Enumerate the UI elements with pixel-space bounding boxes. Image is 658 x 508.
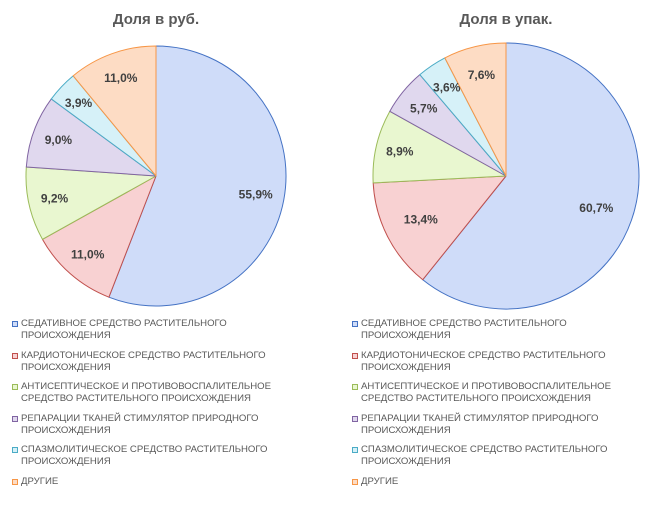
data-label-sedative: 55,9% xyxy=(239,188,273,202)
pie-slice-sedative[interactable] xyxy=(108,45,287,307)
legend-label: РЕПАРАЦИИ ТКАНЕЙ СТИМУЛЯТОР ПРИРОДНОГО П… xyxy=(21,412,259,436)
legend-item-spasmolytic[interactable]: СПАЗМОЛИТИЧЕСКОЕ СРЕДСТВО РАСТИТЕЛЬНОГО … xyxy=(352,444,652,476)
data-label-spasmolytic: 3,9% xyxy=(65,96,93,110)
pie-pack: 60,7% 13,4% 8,9% 5,7% 3,6% 7,6% xyxy=(372,42,640,310)
data-label-spasmolytic: 3,6% xyxy=(433,81,461,95)
chart-title-rub: Доля в руб. xyxy=(113,11,199,28)
legend-item-antiseptic[interactable]: АНТИСЕПТИЧЕСКОЕ И ПРОТИВОВОСПАЛИТЕЛЬНОЕ … xyxy=(12,381,312,413)
legend-swatch xyxy=(352,478,358,485)
legend-label: СПАЗМОЛИТИЧЕСКОЕ СРЕДСТВО РАСТИТЕЛЬНОГО … xyxy=(21,444,268,467)
legend-item-other[interactable]: ДРУГИЕ xyxy=(352,476,652,508)
pie-slice-other[interactable] xyxy=(72,45,157,177)
legend-swatch xyxy=(12,352,18,359)
legend-label: АНТИСЕПТИЧЕСКОЕ И ПРОТИВОВОСПАЛИТЕЛЬНОЕ … xyxy=(21,381,272,404)
legend-swatch xyxy=(352,352,358,359)
legend-label: СЕДАТИВНОЕ СРЕДСТВО РАСТИТЕЛЬНОГО ПРОИСХ… xyxy=(21,318,227,341)
legend-item-antiseptic[interactable]: АНТИСЕПТИЧЕСКОЕ И ПРОТИВОВОСПАЛИТЕЛЬНОЕ … xyxy=(352,381,652,413)
pie-rub: 55,9% 11,0% 9,2% 9,0% 3,9% 11,0% xyxy=(25,45,287,307)
chart-title-pack: Доля в упак. xyxy=(460,11,553,28)
legend-swatch xyxy=(352,447,358,453)
legend-item-reparation[interactable]: РЕПАРАЦИИ ТКАНЕЙ СТИМУЛЯТОР ПРИРОДНОГО П… xyxy=(352,413,652,445)
pie-slice-other[interactable] xyxy=(444,42,507,177)
legend-label: КАРДИОТОНИЧЕСКОЕ СРЕДСТВО РАСТИТЕЛЬНОГО … xyxy=(361,349,606,373)
legend-rub: СЕДАТИВНОЕ СРЕДСТВО РАСТИТЕЛЬНОГО ПРОИСХ… xyxy=(12,318,312,507)
legend-swatch xyxy=(12,447,18,453)
data-label-antiseptic: 8,9% xyxy=(386,144,414,158)
legend-swatch xyxy=(352,415,358,422)
data-label-other: 11,0% xyxy=(104,71,138,85)
legend-label: РЕПАРАЦИИ ТКАНЕЙ СТИМУЛЯТОР ПРИРОДНОГО П… xyxy=(361,412,599,436)
legend-item-spasmolytic[interactable]: СПАЗМОЛИТИЧЕСКОЕ СРЕДСТВО РАСТИТЕЛЬНОГО … xyxy=(12,444,312,476)
legend-item-reparation[interactable]: РЕПАРАЦИИ ТКАНЕЙ СТИМУЛЯТОР ПРИРОДНОГО П… xyxy=(12,413,312,445)
legend-label: ДРУГИЕ xyxy=(21,475,59,487)
legend-swatch xyxy=(12,321,18,327)
legend-swatch xyxy=(12,478,18,485)
legend-label: КАРДИОТОНИЧЕСКОЕ СРЕДСТВО РАСТИТЕЛЬНОГО … xyxy=(21,349,266,373)
pie-slice-cardiotonic[interactable] xyxy=(372,175,507,281)
data-label-cardiotonic: 13,4% xyxy=(404,213,438,227)
data-label-cardiotonic: 11,0% xyxy=(71,247,105,261)
legend-label: СЕДАТИВНОЕ СРЕДСТВО РАСТИТЕЛЬНОГО ПРОИСХ… xyxy=(361,318,567,341)
legend-swatch xyxy=(12,415,18,422)
legend-label: СПАЗМОЛИТИЧЕСКОЕ СРЕДСТВО РАСТИТЕЛЬНОГО … xyxy=(361,444,608,467)
legend-item-cardiotonic[interactable]: КАРДИОТОНИЧЕСКОЕ СРЕДСТВО РАСТИТЕЛЬНОГО … xyxy=(12,350,312,382)
legend-item-sedative[interactable]: СЕДАТИВНОЕ СРЕДСТВО РАСТИТЕЛЬНОГО ПРОИСХ… xyxy=(12,318,312,350)
legend-label: ДРУГИЕ xyxy=(361,475,399,487)
legend-label: АНТИСЕПТИЧЕСКОЕ И ПРОТИВОВОСПАЛИТЕЛЬНОЕ … xyxy=(361,381,612,404)
data-label-antiseptic: 9,2% xyxy=(41,192,69,206)
legend-swatch xyxy=(352,321,358,327)
data-label-reparation: 9,0% xyxy=(45,133,73,147)
legend-swatch xyxy=(352,384,358,390)
data-label-sedative: 60,7% xyxy=(579,201,613,215)
legend-pack: СЕДАТИВНОЕ СРЕДСТВО РАСТИТЕЛЬНОГО ПРОИСХ… xyxy=(352,318,652,507)
legend-item-cardiotonic[interactable]: КАРДИОТОНИЧЕСКОЕ СРЕДСТВО РАСТИТЕЛЬНОГО … xyxy=(352,350,652,382)
legend-swatch xyxy=(12,384,18,390)
data-label-reparation: 5,7% xyxy=(410,102,438,116)
data-label-other: 7,6% xyxy=(468,68,496,82)
legend-item-sedative[interactable]: СЕДАТИВНОЕ СРЕДСТВО РАСТИТЕЛЬНОГО ПРОИСХ… xyxy=(352,318,652,350)
pie-slice-sedative[interactable] xyxy=(422,42,640,310)
pie-slice-cardiotonic[interactable] xyxy=(41,175,157,298)
legend-item-other[interactable]: ДРУГИЕ xyxy=(12,476,312,508)
